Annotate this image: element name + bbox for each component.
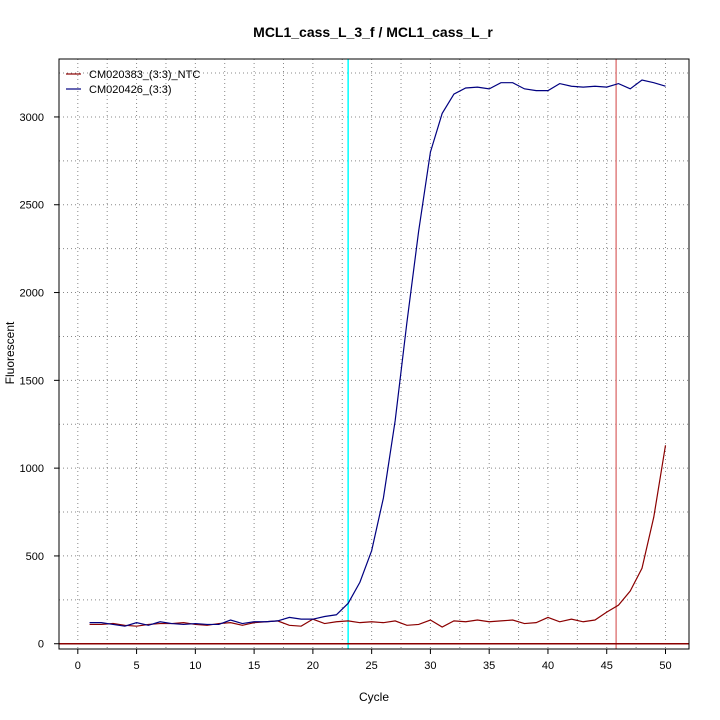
legend-label: CM020383_(3:3)_NTC [89, 69, 200, 81]
chart-title: MCL1_cass_L_3_f / MCL1_cass_L_r [253, 24, 493, 40]
y-tick-label: 2000 [20, 288, 44, 300]
y-tick-label: 3000 [20, 112, 44, 124]
x-tick-label: 40 [542, 660, 554, 672]
x-tick-label: 15 [248, 660, 260, 672]
x-tick-label: 20 [307, 660, 319, 672]
legend: CM020383_(3:3)_NTC CM020426_(3:3) [66, 69, 200, 96]
grid [59, 59, 689, 649]
y-axis-label: Fluorescent [3, 321, 17, 384]
y-tick-label: 0 [38, 639, 44, 651]
x-axis: 0 5 10 15 20 25 30 35 40 45 50 [75, 649, 672, 672]
y-axis: 0 500 1000 1500 2000 2500 3000 [20, 112, 59, 651]
series-line-2 [89, 79, 666, 627]
x-tick-label: 35 [483, 660, 495, 672]
x-tick-label: 45 [601, 660, 613, 672]
x-tick-label: 0 [75, 660, 81, 672]
reference-lines [59, 59, 689, 649]
x-tick-label: 10 [189, 660, 201, 672]
y-tick-label: 500 [26, 551, 44, 563]
series-line-1 [89, 445, 667, 628]
y-tick-label: 1000 [20, 463, 44, 475]
y-tick-label: 1500 [20, 375, 44, 387]
x-tick-label: 50 [659, 660, 671, 672]
series-lines [89, 79, 667, 628]
y-tick-label: 2500 [20, 200, 44, 212]
x-axis-label: Cycle [359, 690, 389, 704]
x-tick-label: 25 [366, 660, 378, 672]
plot-frame [58, 58, 690, 650]
x-tick-label: 30 [424, 660, 436, 672]
legend-label: CM020426_(3:3) [89, 84, 172, 96]
x-tick-label: 5 [134, 660, 140, 672]
